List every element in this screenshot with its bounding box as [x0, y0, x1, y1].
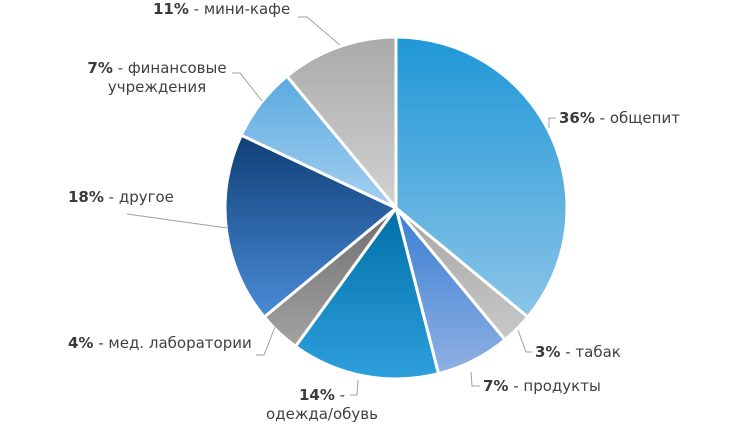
- slice-label-odezhda: 14% - одежда/обувь: [262, 386, 382, 424]
- pie-slice: [293, 206, 441, 381]
- slice-text-line2: одежда/обувь: [266, 405, 378, 423]
- slice-pct: 7%: [483, 377, 509, 395]
- leader-line-med: [256, 326, 276, 356]
- slice-text: - общепит: [594, 109, 680, 127]
- leader-line-odezhda: [350, 379, 359, 396]
- slice-label-produkty: 7% - продукты: [483, 377, 601, 396]
- leader-lines: [126, 16, 556, 396]
- slice-pct: 18%: [68, 188, 104, 206]
- leader-line-drugoe: [126, 213, 228, 229]
- slice-pct: 3%: [535, 343, 561, 361]
- leader-line-produkty: [470, 371, 480, 387]
- slice-label-obshchepit: 36% - общепит: [559, 109, 680, 128]
- slice-text-line2: учреждения: [107, 78, 207, 96]
- pie-slice: [394, 35, 569, 319]
- slice-label-finans: 7% - финансовые учреждения: [82, 59, 232, 97]
- slice-pct: 14%: [298, 386, 335, 404]
- leader-line-obshchepit: [548, 117, 556, 128]
- slice-label-mini-kafe: 11% - мини-кафе: [153, 0, 290, 19]
- slice-text: - мини-кафе: [188, 0, 291, 18]
- slice-text: - другое: [103, 188, 174, 206]
- pie-slice: [223, 133, 398, 319]
- leader-line-finans: [232, 72, 263, 102]
- leader-line-tabak: [517, 329, 532, 353]
- slice-pct: 11%: [153, 0, 189, 18]
- leader-line-mini-kafe: [298, 16, 341, 46]
- slice-pct: 36%: [559, 109, 595, 127]
- slice-text: -: [334, 386, 346, 404]
- slice-label-drugoe: 18% - другое: [68, 188, 174, 207]
- pie-slice: [285, 35, 398, 210]
- slice-text: - мед. лаборатории: [93, 334, 252, 352]
- slice-text: - финансовые: [112, 59, 227, 77]
- slice-label-tabak: 3% - табак: [535, 343, 621, 362]
- pie-slices: [223, 35, 569, 381]
- slice-pct: 4%: [68, 334, 94, 352]
- slice-pct: 7%: [87, 59, 113, 77]
- slice-text: - табак: [560, 343, 621, 361]
- slice-text: - продукты: [508, 377, 601, 395]
- slice-label-med: 4% - мед. лаборатории: [68, 334, 252, 353]
